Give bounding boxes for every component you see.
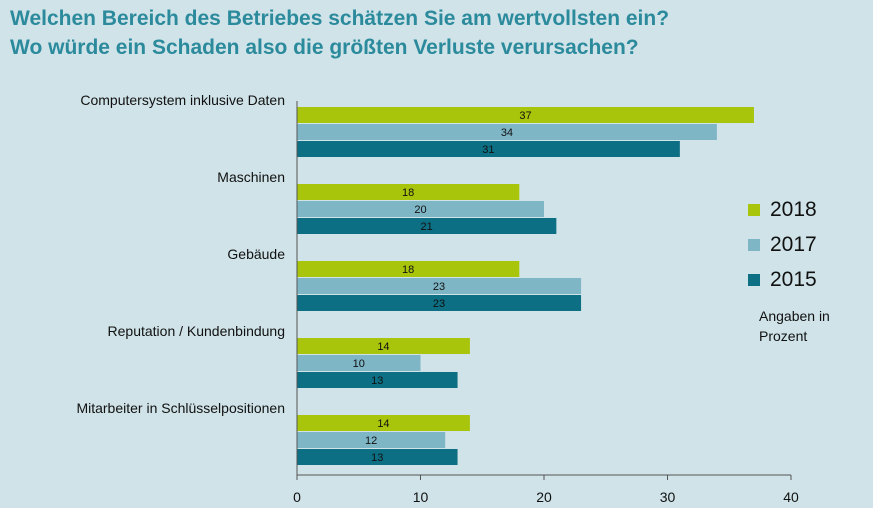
legend-label-2015: 2015: [770, 267, 817, 291]
x-tick-label: 0: [293, 489, 301, 505]
category-label: Mitarbeiter in Schlüsselpositionen: [76, 400, 285, 416]
bar-2018: [297, 415, 470, 431]
legend-item-2017: 2017: [748, 227, 817, 262]
x-tick-label: 30: [660, 489, 676, 505]
category-label: Maschinen: [217, 169, 285, 185]
bar-value-label: 14: [377, 341, 389, 353]
bar-value-label: 34: [501, 127, 513, 139]
category-label: Gebäude: [227, 246, 285, 262]
title-line-2: Wo würde ein Schaden also die größten Ve…: [10, 36, 639, 59]
x-tick-label: 20: [536, 489, 552, 505]
legend-item-2015: 2015: [748, 262, 817, 297]
bar-value-label: 14: [377, 418, 389, 430]
bar-2015: [297, 295, 582, 311]
category-label: Reputation / Kundenbindung: [108, 323, 285, 339]
bar-value-label: 18: [402, 264, 414, 276]
legend-swatch-2017: [748, 238, 760, 251]
title-line-1: Welchen Bereich des Betriebes schätzen S…: [10, 7, 670, 30]
bar-value-label: 20: [414, 204, 426, 216]
bar-value-label: 37: [519, 110, 531, 122]
bar-2018: [297, 184, 520, 200]
bar-value-label: 23: [433, 281, 445, 293]
bar-value-label: 31: [482, 144, 494, 156]
legend-label-2017: 2017: [770, 232, 817, 256]
bar-2015: [297, 449, 458, 465]
bar-value-label: 21: [421, 221, 433, 233]
bar-2018: [297, 107, 754, 123]
bar-value-label: 13: [371, 375, 383, 387]
bar-value-label: 10: [353, 358, 365, 370]
bar-2017: [297, 432, 446, 448]
bar-2017: [297, 124, 717, 140]
category-label: Computersystem inklusive Daten: [80, 92, 285, 108]
bar-value-label: 23: [433, 298, 445, 310]
legend-item-2018: 2018: [748, 192, 817, 227]
bar-value-label: 18: [402, 187, 414, 199]
bar-2017: [297, 355, 421, 371]
bar-2015: [297, 141, 680, 157]
bar-2017: [297, 278, 582, 294]
legend-swatch-2018: [748, 203, 760, 216]
bar-value-label: 13: [371, 452, 383, 464]
bar-2018: [297, 338, 470, 354]
x-tick-label: 10: [413, 489, 429, 505]
units-note: Angaben in Prozent: [759, 308, 830, 344]
x-tick-label: 40: [783, 489, 799, 505]
bar-2017: [297, 201, 544, 217]
bar-2018: [297, 261, 520, 277]
bar-value-label: 12: [365, 435, 377, 447]
bar-2015: [297, 372, 458, 388]
legend-label-2018: 2018: [770, 197, 817, 221]
bar-2015: [297, 218, 557, 234]
chart-title: Welchen Bereich des Betriebes schätzen S…: [10, 4, 870, 62]
legend-swatch-2015: [748, 273, 760, 286]
legend: 2018 2017 2015: [748, 192, 817, 297]
